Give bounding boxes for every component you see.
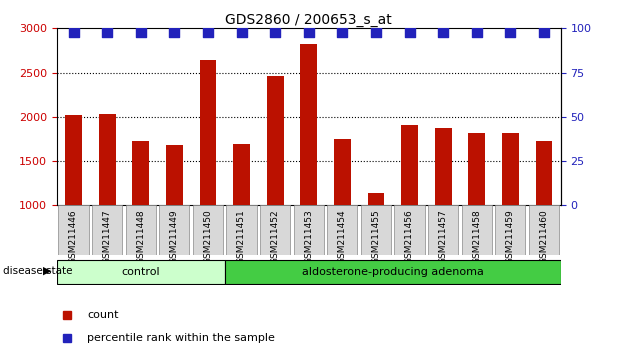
Text: aldosterone-producing adenoma: aldosterone-producing adenoma xyxy=(302,267,484,277)
Bar xyxy=(502,133,518,205)
Bar xyxy=(401,125,418,205)
FancyBboxPatch shape xyxy=(294,205,324,255)
Title: GDS2860 / 200653_s_at: GDS2860 / 200653_s_at xyxy=(226,13,392,27)
Point xyxy=(539,29,549,35)
Point xyxy=(404,29,415,35)
FancyBboxPatch shape xyxy=(57,260,225,284)
Text: control: control xyxy=(122,267,160,277)
Bar xyxy=(468,133,485,205)
FancyBboxPatch shape xyxy=(529,205,559,255)
Bar xyxy=(65,115,82,205)
Text: GSM211454: GSM211454 xyxy=(338,209,346,264)
Point xyxy=(371,29,381,35)
Point xyxy=(135,29,146,35)
Text: GSM211453: GSM211453 xyxy=(304,209,313,264)
Text: GSM211449: GSM211449 xyxy=(170,209,179,264)
Text: GSM211452: GSM211452 xyxy=(271,209,280,264)
FancyBboxPatch shape xyxy=(327,205,357,255)
Point xyxy=(203,29,213,35)
Point xyxy=(304,29,314,35)
Text: GSM211459: GSM211459 xyxy=(506,209,515,264)
Text: GSM211458: GSM211458 xyxy=(472,209,481,264)
Bar xyxy=(99,114,115,205)
Point xyxy=(270,29,280,35)
Text: GSM211457: GSM211457 xyxy=(438,209,447,264)
FancyBboxPatch shape xyxy=(462,205,492,255)
FancyBboxPatch shape xyxy=(92,205,122,255)
FancyBboxPatch shape xyxy=(226,205,256,255)
Bar xyxy=(166,145,183,205)
Point xyxy=(438,29,448,35)
Text: GSM211460: GSM211460 xyxy=(539,209,548,264)
FancyBboxPatch shape xyxy=(394,205,425,255)
Text: GSM211456: GSM211456 xyxy=(405,209,414,264)
Text: GSM211455: GSM211455 xyxy=(372,209,381,264)
FancyBboxPatch shape xyxy=(260,205,290,255)
Point xyxy=(102,29,112,35)
FancyBboxPatch shape xyxy=(225,260,561,284)
FancyBboxPatch shape xyxy=(159,205,190,255)
FancyBboxPatch shape xyxy=(193,205,223,255)
Bar xyxy=(266,76,284,205)
Text: ▶: ▶ xyxy=(43,266,52,276)
Bar xyxy=(536,141,553,205)
Text: count: count xyxy=(87,310,118,320)
Text: percentile rank within the sample: percentile rank within the sample xyxy=(87,333,275,343)
Bar xyxy=(334,139,351,205)
Text: GSM211447: GSM211447 xyxy=(103,209,112,264)
Point xyxy=(236,29,246,35)
Bar xyxy=(132,141,149,205)
Point xyxy=(169,29,180,35)
FancyBboxPatch shape xyxy=(125,205,156,255)
Point xyxy=(472,29,482,35)
Text: disease state: disease state xyxy=(3,266,72,276)
Text: GSM211451: GSM211451 xyxy=(237,209,246,264)
FancyBboxPatch shape xyxy=(428,205,458,255)
Point xyxy=(505,29,515,35)
Text: GSM211448: GSM211448 xyxy=(136,209,145,264)
Text: GSM211450: GSM211450 xyxy=(203,209,212,264)
FancyBboxPatch shape xyxy=(59,205,89,255)
Bar xyxy=(200,60,216,205)
Point xyxy=(337,29,347,35)
Bar xyxy=(435,129,452,205)
FancyBboxPatch shape xyxy=(495,205,525,255)
Bar xyxy=(233,144,250,205)
Bar xyxy=(367,193,384,205)
FancyBboxPatch shape xyxy=(361,205,391,255)
Point xyxy=(69,29,79,35)
Bar xyxy=(301,44,317,205)
Text: GSM211446: GSM211446 xyxy=(69,209,78,264)
